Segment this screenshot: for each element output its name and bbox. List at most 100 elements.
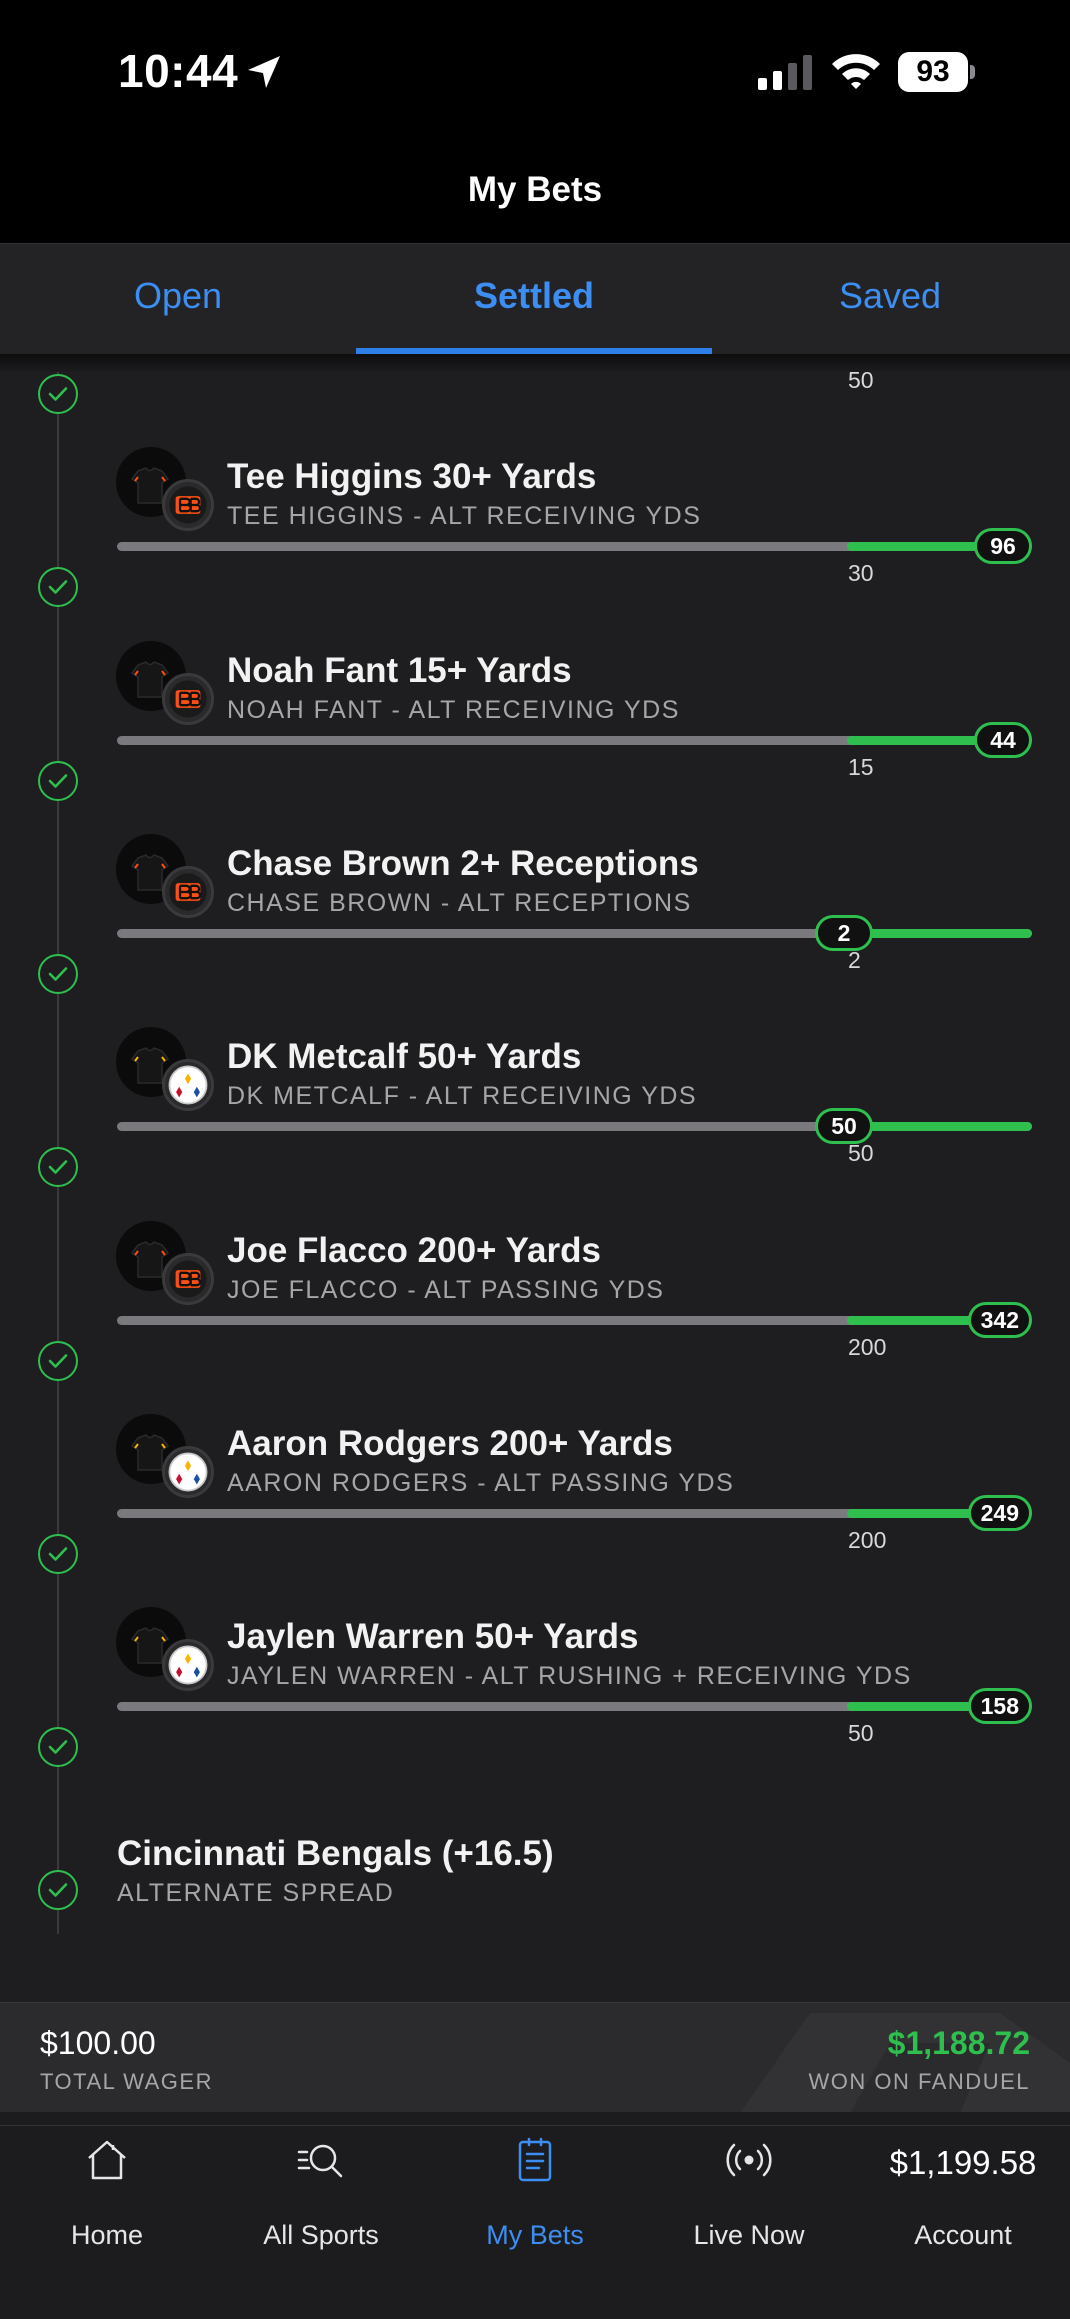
bet-leg[interactable]: DK Metcalf 50+ Yards DK METCALF - ALT REC… [0,1015,1070,1208]
leg-won-check [38,1147,78,1188]
leg-title: Noah Fant 15+ Yards [227,650,572,690]
status-time: 10:44 [118,45,239,97]
battery-indicator: 93 [898,52,976,92]
team-logo [162,865,214,918]
bet-leg[interactable]: Noah Fant 15+ Yards NOAH FANT - ALT RECEI… [0,629,1070,822]
line-value: 30 [848,560,874,587]
spread-market: ALTERNATE SPREAD [117,1879,395,1908]
player-jersey-icon [130,853,170,891]
result-value-pill: 342 [967,1301,1032,1338]
bet-summary: $100.00 TOTAL WAGER $1,188.72 WON ON FAN… [0,2002,1070,2112]
player-avatar [116,1220,186,1291]
tab-saved[interactable]: Saved [838,275,942,316]
bet-leg[interactable]: Joe Flacco 200+ Yards JOE FLACCO - ALT PA… [0,1209,1070,1402]
steelers-logo-icon [168,1065,208,1105]
progress-fill [847,735,1032,745]
player-jersey-icon [130,1240,170,1278]
battery-tip [970,65,975,79]
bet-tabs: Open Settled Saved [0,244,1070,354]
result-value-pill: 2 [815,914,873,951]
tab-open[interactable]: Open [133,275,223,316]
leg-market: JOE FLACCO - ALT PASSING YDS [227,1275,665,1304]
progress-fill [847,1315,1032,1325]
nav-all-sports[interactable]: All Sports [214,2126,428,2319]
leg-won-check [38,1340,78,1381]
steelers-logo-icon [168,1645,208,1685]
bet-leg[interactable]: Chase Brown 2+ Receptions CHASE BROWN - A… [0,822,1070,1015]
leg-title: Tee Higgins 30+ Yards [227,457,597,497]
leg-market: TEE HIGGINS - ALT RECEIVING YDS [227,502,702,531]
progress-fill [847,1702,1032,1712]
line-value: 200 [848,1526,887,1553]
checkmark-icon [48,1883,68,1898]
bet-leg-spread[interactable]: Cincinnati Bengals (+16.5) ALTERNATE SPRE… [0,1788,1070,1981]
bengals-logo-icon [169,873,207,911]
progress-track [117,542,1032,552]
line-value: 50 [848,1720,874,1747]
leg-market: DK METCALF - ALT RECEIVING YDS [227,1082,698,1111]
live-broadcast-icon [726,2143,772,2177]
tab-settled[interactable]: Settled [473,275,595,316]
leg-won-check [38,567,78,608]
nav-home-label: Home [70,2220,144,2250]
checkmark-icon [48,387,68,401]
total-wager-label: TOTAL WAGER [40,2069,213,2094]
leg-won-check [38,1533,78,1574]
player-jersey-icon [130,467,170,505]
team-logo [162,672,214,725]
team-logo [162,1059,214,1112]
leg-won-check [38,760,78,801]
checkmark-icon [48,1740,68,1754]
progress-track [117,1122,1032,1132]
player-jersey-icon [130,1433,170,1471]
result-value-pill: 96 [974,528,1032,565]
leg-won-check [38,374,78,414]
checkmark-icon [48,580,68,595]
nav-live-now[interactable]: Live Now [642,2126,856,2319]
fanduel-shield-watermark [740,2013,1070,2112]
team-logo [162,479,214,532]
wifi-icon [832,54,880,89]
line-value: 15 [848,753,874,780]
home-icon [88,2140,126,2180]
page-title: My Bets [467,170,603,209]
won-label: WON ON FANDUEL [808,2069,1030,2094]
player-jersey-icon [130,1627,170,1664]
leg-market: CHASE BROWN - ALT RECEPTIONS [227,888,692,917]
progress-fill [847,928,1032,938]
bottom-nav: Home All Sports My Bets Live Now $1,199.… [0,2126,1070,2319]
total-wager-amount: $100.00 [40,2025,156,2061]
checkmark-icon [48,1353,68,1368]
progress-track [117,1508,1032,1518]
nav-my-bets-label: My Bets [486,2220,584,2250]
checkmark-icon [48,967,68,981]
line-value: 2 [848,946,861,973]
location-arrow-icon [248,56,280,88]
progress-track [117,1315,1032,1325]
account-balance: $1,199.58 [889,2144,1037,2181]
summary-divider [0,2112,1070,2126]
bet-leg[interactable]: Jaylen Warren 50+ Yards JAYLEN WARREN - A… [0,1595,1070,1788]
bet-leg[interactable]: Aaron Rodgers 200+ Yards AARON RODGERS - … [0,1402,1070,1595]
progress-track [117,1702,1032,1712]
team-logo [162,1639,214,1692]
team-logo [162,1445,214,1498]
player-jersey-icon [130,660,170,698]
player-avatar [116,1607,186,1678]
nav-header: My Bets [0,140,1070,244]
team-logo [162,1252,214,1305]
nav-home[interactable]: Home [0,2126,214,2319]
nav-my-bets[interactable]: My Bets [428,2126,642,2319]
nav-account-label: Account [914,2220,1012,2250]
bet-leg[interactable]: Tee Higgins 30+ Yards TEE HIGGINS - ALT R… [0,435,1070,628]
line-value: 50 [848,1140,874,1167]
leg-won-check [38,1870,78,1911]
leg-won-check [38,1727,78,1768]
bengals-logo-icon [169,680,207,718]
leg-title: DK Metcalf 50+ Yards [227,1037,582,1077]
checkmark-icon [48,773,68,788]
leg-title: Aaron Rodgers 200+ Yards [227,1423,673,1463]
nav-account[interactable]: $1,199.58 Account [856,2126,1070,2319]
result-value-pill: 50 [815,1108,873,1145]
